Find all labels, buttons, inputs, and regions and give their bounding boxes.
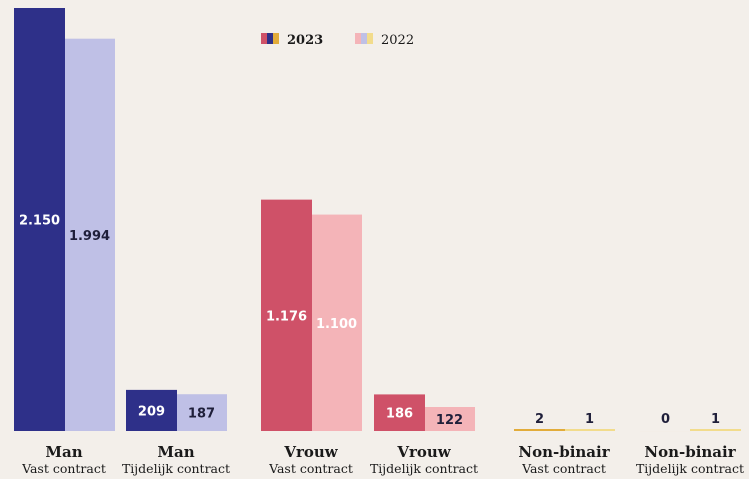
bar-2022-3 xyxy=(424,406,475,431)
data-label-2023-5: 0 xyxy=(661,412,670,427)
category-label-1: Man xyxy=(157,443,194,461)
bar-2023-2 xyxy=(261,199,312,431)
bar-2022-0 xyxy=(64,38,115,432)
data-label-2022-1: 187 xyxy=(188,407,215,422)
category-label-3: Vrouw xyxy=(396,443,451,461)
bar-2023-3 xyxy=(374,394,425,431)
category-label-5: Non-binair xyxy=(644,443,736,461)
category-sublabel-3: Tijdelijk contract xyxy=(370,461,478,476)
data-label-2023-4: 2 xyxy=(535,412,544,427)
data-label-2022-2: 1.100 xyxy=(316,317,357,332)
legend-swatch-2023 xyxy=(261,33,279,44)
data-label-2023-3: 186 xyxy=(386,407,413,422)
legend-label-2023: 2023 xyxy=(287,33,323,48)
bars-group: 2.150 209 1.176 186 2 0 1.994 187 1.100 122 1 1 xyxy=(14,8,741,432)
data-label-2022-5: 1 xyxy=(711,412,720,427)
bar-2023-4 xyxy=(514,429,565,431)
bar-2023-1 xyxy=(126,389,177,431)
legend: 2023 2022 xyxy=(261,33,414,48)
category-label-2: Vrouw xyxy=(283,443,338,461)
bar-2022-4 xyxy=(564,429,615,431)
category-label-4: Non-binair xyxy=(518,443,610,461)
bar-2022-2 xyxy=(311,214,362,431)
bar-2022-5 xyxy=(690,429,741,431)
bar-2022-1 xyxy=(176,394,227,431)
category-sublabel-4: Vast contract xyxy=(521,461,606,476)
data-label-2023-1: 209 xyxy=(138,404,165,419)
bar-2023-0 xyxy=(14,8,65,431)
category-sublabel-2: Vast contract xyxy=(268,461,353,476)
legend-label-2022: 2022 xyxy=(381,33,414,48)
category-sublabel-0: Vast contract xyxy=(21,461,106,476)
category-sublabel-5: Tijdelijk contract xyxy=(636,461,744,476)
category-label-0: Man xyxy=(45,443,82,461)
category-sublabel-1: Tijdelijk contract xyxy=(122,461,230,476)
legend-swatch-2022 xyxy=(355,33,373,44)
data-label-2022-3: 122 xyxy=(436,413,463,428)
data-label-2022-4: 1 xyxy=(585,412,594,427)
data-label-2022-0: 1.994 xyxy=(69,229,110,244)
data-label-2023-0: 2.150 xyxy=(19,214,60,229)
data-label-2023-2: 1.176 xyxy=(266,309,307,324)
